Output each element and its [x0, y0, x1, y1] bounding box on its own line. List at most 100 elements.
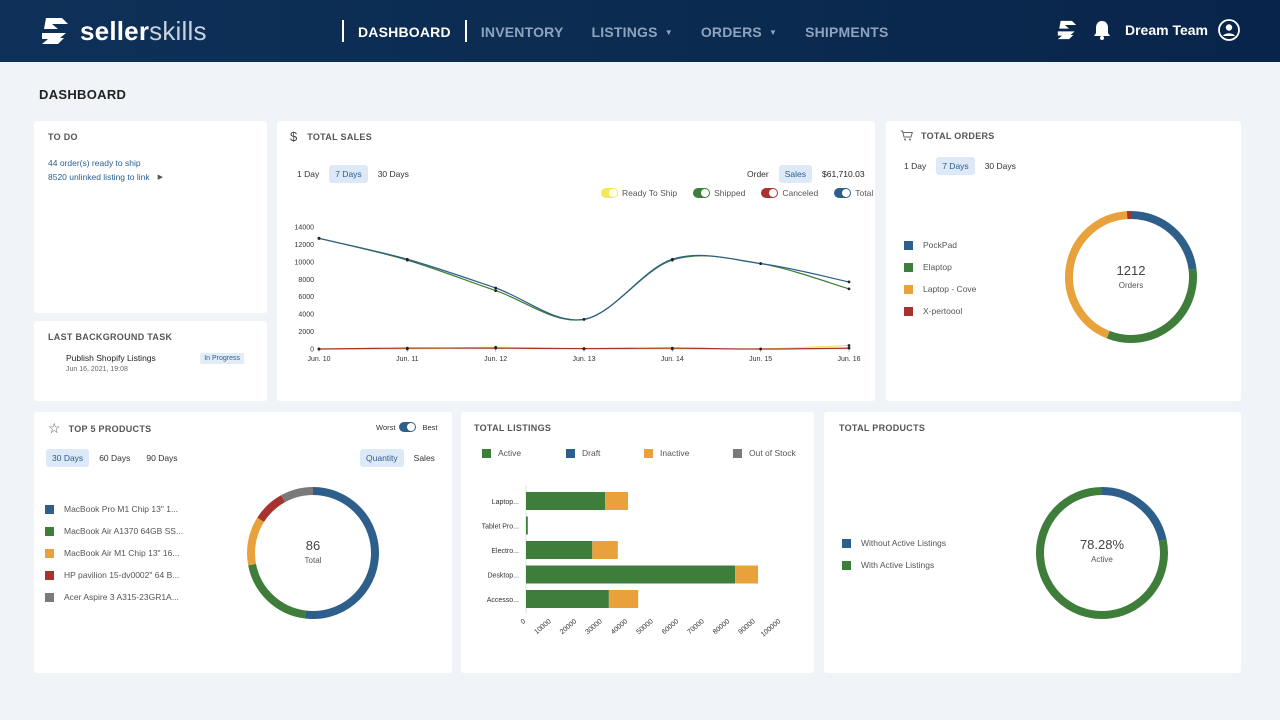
x-tick-label: 80000 [712, 618, 731, 636]
bar-segment[interactable] [608, 590, 639, 608]
range-7-days[interactable]: 7 Days [329, 165, 368, 183]
toggle-label-worst: Worst [376, 422, 396, 432]
dollar-icon: $ [290, 129, 298, 144]
data-point[interactable] [317, 236, 321, 240]
y-tick-label: 10000 [295, 259, 315, 266]
nav-listings[interactable]: LISTINGS ▼ [591, 24, 673, 40]
total-products-donut-chart [1036, 487, 1168, 619]
toggle-switch[interactable] [761, 188, 779, 198]
data-point[interactable] [494, 346, 498, 350]
worst-best-toggle[interactable]: Worst Best [376, 422, 437, 432]
toggle-switch[interactable] [834, 188, 852, 198]
x-tick-label: 90000 [737, 618, 756, 636]
toggle-switch[interactable] [399, 422, 417, 432]
user-circle-icon[interactable] [1218, 19, 1240, 41]
bar-segment[interactable] [526, 541, 593, 559]
range-30-days[interactable]: 30 Days [984, 161, 1016, 171]
bar-segment[interactable] [605, 492, 628, 510]
user-area: Dream Team [1055, 18, 1240, 42]
nav-dashboard[interactable]: DASHBOARD [358, 24, 451, 40]
data-point[interactable] [582, 347, 586, 350]
data-point[interactable] [494, 289, 498, 293]
legend-swatch [45, 592, 54, 602]
donut-slice[interactable] [1065, 211, 1128, 339]
range-7-days[interactable]: 7 Days [936, 157, 975, 175]
toggle-switch[interactable] [601, 188, 618, 198]
bar-segment[interactable] [526, 492, 606, 510]
legend-item: Without Active Listings [842, 538, 946, 548]
range-1-day[interactable]: 1 Day [904, 161, 927, 171]
data-point[interactable] [494, 286, 498, 290]
caret-down-icon: ▼ [768, 27, 778, 37]
data-point[interactable] [759, 262, 763, 265]
donut-slice[interactable] [248, 563, 306, 619]
donut-slice[interactable] [1106, 268, 1197, 343]
legend-item: Draft [566, 448, 644, 458]
mode-sales[interactable]: Sales [778, 165, 812, 183]
data-point[interactable] [847, 346, 851, 350]
donut-slice[interactable] [281, 487, 314, 503]
toggle-switch[interactable] [693, 188, 711, 198]
legend-total[interactable]: Total [834, 188, 873, 198]
data-point[interactable] [847, 344, 851, 347]
orders-center-label: Orders [1118, 281, 1144, 290]
logo-mark-icon[interactable] [1055, 18, 1079, 42]
donut-slice[interactable] [1036, 487, 1168, 619]
logo-mark-icon [42, 18, 68, 44]
legend-item: HP pavilion 15-dv0002" 64 B... [45, 570, 183, 580]
x-tick-label: 40000 [610, 618, 629, 636]
series-line-total [318, 237, 850, 321]
legend-ready-to-ship[interactable]: Ready To Ship [601, 188, 677, 198]
bg-task-name: Publish Shopify Listings [66, 353, 156, 363]
logo[interactable]: sellerskills [38, 14, 207, 48]
user-name[interactable]: Dream Team [1124, 22, 1208, 38]
donut-slice[interactable] [304, 487, 379, 619]
data-point[interactable] [759, 347, 763, 351]
x-tick-label: Jun. 14 [661, 356, 684, 363]
donut-slice[interactable] [1101, 487, 1167, 542]
data-point[interactable] [582, 317, 586, 321]
category-label: Laptop... [492, 499, 519, 506]
mode-sales[interactable]: Sales [413, 453, 435, 463]
range-90-days[interactable]: 90 Days [146, 453, 178, 463]
logo-text-bold: seller [80, 15, 150, 46]
legend-swatch [482, 448, 491, 458]
total-products-title: TOTAL PRODUCTS [839, 423, 926, 433]
donut-slice[interactable] [247, 517, 265, 566]
range-1-day[interactable]: 1 Day [297, 169, 320, 179]
data-point[interactable] [405, 257, 409, 261]
bar-segment[interactable] [526, 516, 528, 535]
nav-shipments[interactable]: SHIPMENTS [805, 24, 889, 40]
y-tick-label: 8000 [298, 277, 314, 284]
todo-listings-link[interactable]: 8520 unlinked listing to link ▶ [48, 172, 163, 182]
legend-item: Acer Aspire 3 A315-23GR1A... [45, 592, 183, 602]
data-point[interactable] [317, 347, 321, 351]
bar-segment[interactable] [592, 541, 618, 559]
nav-orders[interactable]: ORDERS ▼ [700, 24, 778, 40]
donut-slice[interactable] [257, 495, 286, 523]
data-point[interactable] [405, 346, 409, 350]
mode-order[interactable]: Order [747, 169, 769, 179]
range-30-days[interactable]: 30 Days [377, 169, 409, 179]
data-point[interactable] [847, 280, 851, 284]
range-30-days[interactable]: 30 Days [46, 449, 90, 467]
mode-quantity[interactable]: Quantity [360, 449, 404, 467]
bar-segment[interactable] [526, 590, 609, 608]
chevron-right-icon: ▶ [157, 174, 163, 181]
legend-shipped[interactable]: Shipped [693, 188, 745, 198]
y-tick-label: 6000 [298, 294, 314, 301]
bar-segment[interactable] [526, 565, 736, 584]
star-icon: ☆ [48, 420, 61, 436]
products-center-label: Total [304, 556, 322, 565]
data-point[interactable] [847, 287, 851, 291]
bar-segment[interactable] [735, 565, 759, 584]
bell-icon[interactable] [1093, 20, 1111, 40]
legend-swatch [842, 538, 851, 548]
data-point[interactable] [670, 346, 674, 350]
data-point[interactable] [670, 257, 674, 261]
donut-slice[interactable] [1130, 211, 1197, 270]
range-60-days[interactable]: 60 Days [99, 453, 131, 463]
todo-orders-link[interactable]: 44 order(s) ready to ship [48, 158, 141, 168]
legend-canceled[interactable]: Canceled [761, 188, 818, 198]
nav-inventory[interactable]: INVENTORY [480, 24, 564, 40]
